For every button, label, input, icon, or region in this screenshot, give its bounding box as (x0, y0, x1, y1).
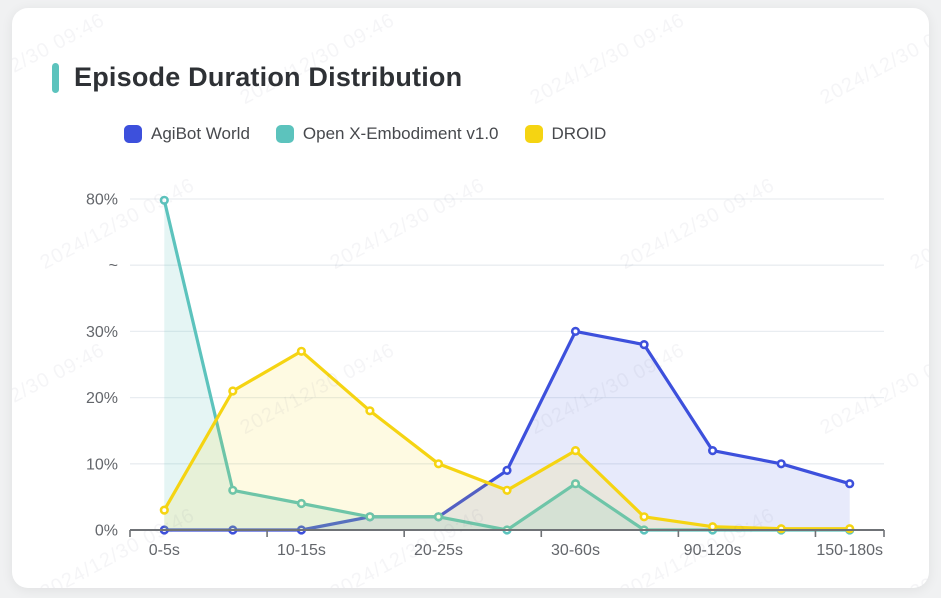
page-title: Episode Duration Distribution (74, 62, 463, 92)
legend-swatch (275, 125, 294, 143)
legend-swatch (124, 125, 142, 143)
legend-label: AgiBot World (151, 124, 250, 143)
legend-label: DROID (551, 124, 607, 143)
legend-item-agibot-world[interactable]: AgiBot World (124, 124, 250, 144)
data-point (228, 485, 238, 495)
title-accent-bar (52, 62, 59, 93)
x-axis-label: 0-5s (149, 542, 180, 559)
data-point (502, 485, 512, 495)
chart-header: Episode Duration Distribution (52, 62, 462, 93)
x-axis-label: 30-60s (551, 542, 600, 559)
legend-item-open-x-embodiment-v1-0[interactable]: Open X-Embodiment v1.0 (275, 124, 499, 144)
chart-card: 2024/12/30 09:46 2024/12/30 09:46 2024/12/… (12, 8, 929, 588)
data-point (570, 326, 581, 337)
legend-label: Open X-Embodiment v1.0 (302, 124, 499, 143)
x-axis-label: 20-25s (414, 542, 463, 559)
data-point (296, 346, 307, 356)
chart-legend: AgiBot World Open X-Embodiment v1.0 DROID (124, 124, 606, 144)
data-point (639, 340, 649, 350)
x-axis-label: 90-120s (684, 542, 742, 559)
data-point (159, 505, 169, 515)
data-point (707, 446, 718, 456)
data-point (845, 479, 855, 489)
data-point (433, 512, 444, 522)
chart-canvas: 0% 10% 20% 30% ~80% 0-5s 10-15s 20-25s 30-60s 90-… (86, 192, 885, 559)
y-axis-label: ~ (109, 258, 118, 275)
data-point (570, 479, 581, 489)
series-area-agibot-world (164, 331, 850, 530)
data-point (159, 195, 169, 205)
data-point (776, 524, 786, 534)
x-axis-label: 10-15s (277, 542, 326, 559)
data-point (433, 459, 444, 469)
legend-item-droid[interactable]: DROID (524, 124, 607, 144)
y-axis-label: 30% (86, 324, 118, 341)
x-axis-label: 150-180s (816, 542, 883, 559)
y-axis-label: 80% (86, 192, 118, 209)
data-point (845, 524, 855, 534)
data-point (502, 465, 512, 476)
data-point (365, 512, 375, 522)
legend-swatch (524, 125, 543, 143)
series-area-open-x-embodiment-v1-0 (164, 200, 850, 531)
data-point (296, 498, 307, 509)
data-point (365, 406, 375, 416)
y-axis-label: 20% (86, 390, 118, 407)
y-axis-label: 10% (86, 456, 118, 473)
series-area-droid (164, 351, 850, 530)
data-point (570, 446, 581, 456)
data-point (639, 512, 649, 522)
data-point (776, 459, 786, 469)
y-axis-label: 0% (95, 523, 118, 540)
data-point (228, 386, 238, 396)
